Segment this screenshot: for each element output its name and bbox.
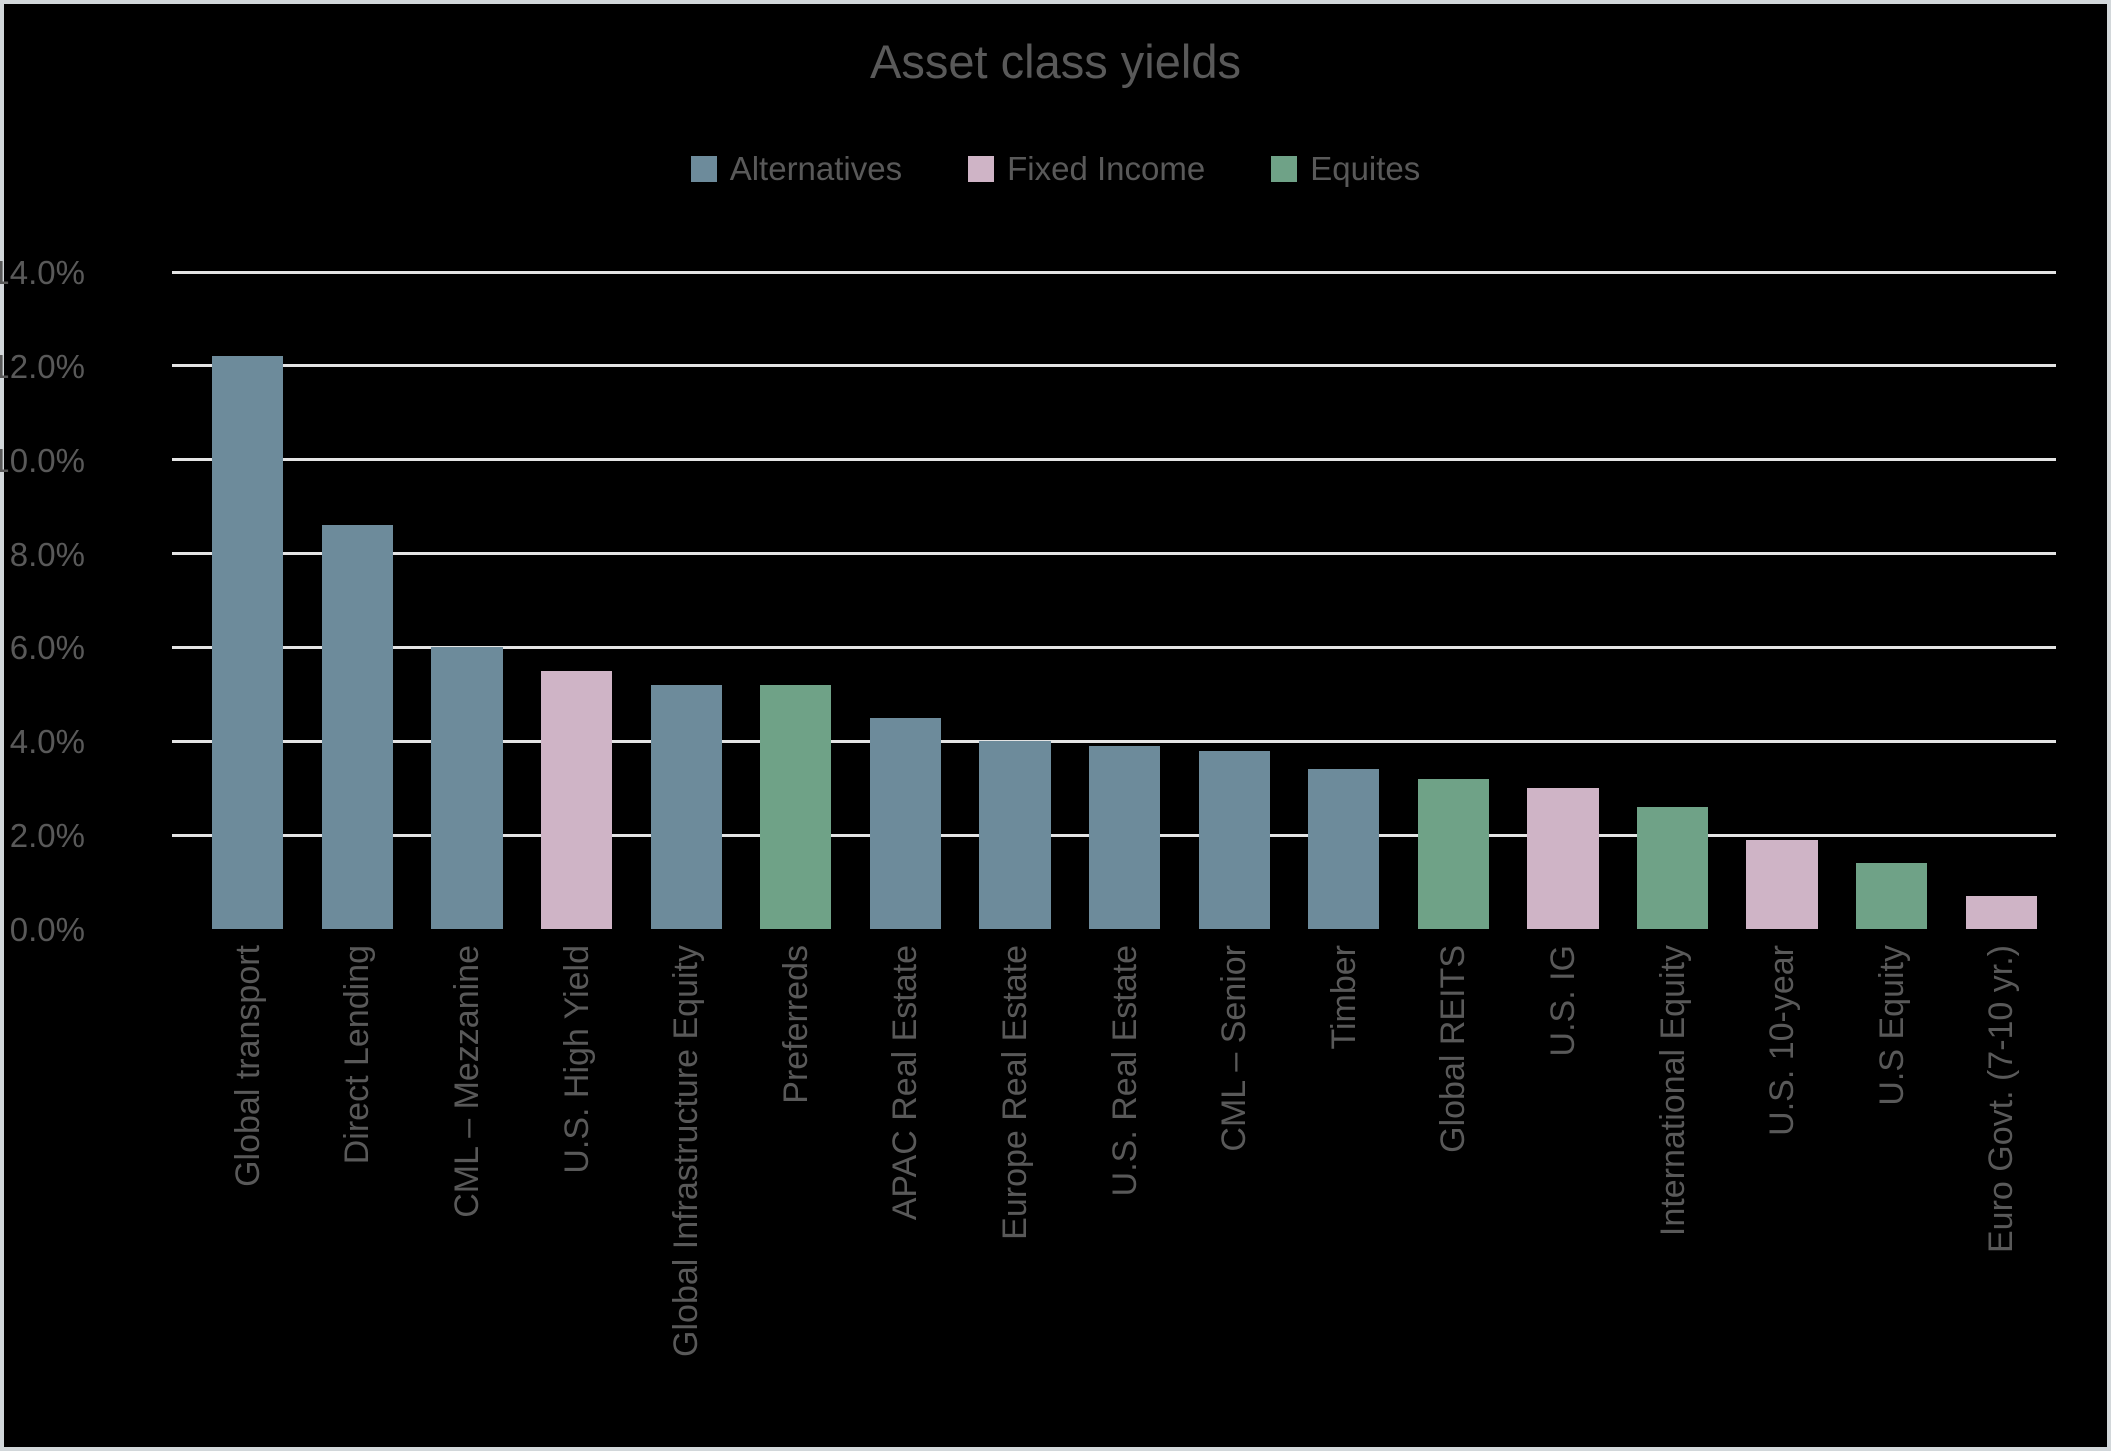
bar-timber [1308,769,1380,929]
x-axis-category-label: U.S Equity [1872,945,1911,1106]
y-axis-tick-label: 14.0% [0,254,85,291]
x-axis-category-label: Preferreds [776,945,815,1104]
x-label-slot: U.S Equity [1837,945,1947,1445]
legend-swatch-icon [690,155,717,182]
y-axis-tick-label: 8.0% [9,535,85,573]
x-label-slot: Global REITS [1399,945,1509,1445]
x-label-slot: U.S. Real Estate [1070,945,1180,1445]
x-label-slot: International Equity [1618,945,1728,1445]
bar-slot [1727,272,1837,929]
bar-apac-real-estate [869,717,941,929]
bar-slot [960,272,1070,929]
bar-cml-mezzanine [431,647,503,929]
bar-u-s-ig [1527,788,1599,929]
bar-slot [412,272,522,929]
y-axis-tick-label: 2.0% [9,817,85,855]
x-label-slot: Direct Lending [303,945,413,1445]
bar-slot [1618,272,1728,929]
gridline-10pct [172,458,2056,462]
x-axis-category-label: Timber [1324,945,1363,1050]
bar-u-s-equity [1856,863,1928,929]
x-axis-category-label: Global Infrastructure Equity [667,945,706,1357]
x-axis-category-label: Euro Govt. (7-10 yr.) [1982,945,2021,1253]
bar-international-equity [1636,807,1709,929]
bar-slot [1399,272,1509,929]
bar-global-infrastructure-equity [650,684,722,929]
y-axis-tick-label: 6.0% [9,629,85,667]
x-axis-category-label: U.S. High Yield [557,945,596,1174]
bar-global-reits [1417,778,1489,929]
x-axis-category-label: Europe Real Estate [995,945,1034,1240]
legend-item-alternatives: Alternatives [690,150,903,187]
x-label-slot: Global Infrastructure Equity [631,945,741,1445]
bar-slot [1289,272,1399,929]
gridline-8pct [172,552,2056,556]
bar-cml-senior [1198,750,1270,929]
x-label-slot: U.S. IG [1508,945,1618,1445]
bar-slot [1179,272,1289,929]
x-label-slot: Europe Real Estate [960,945,1070,1445]
bar-global-transport [212,356,284,929]
legend-label: Fixed Income [1007,150,1206,187]
bar-preferreds [760,684,832,929]
x-label-slot: Preferreds [741,945,851,1445]
legend-label: Equites [1310,150,1421,187]
bar-u-s-10-year [1746,839,1818,929]
x-label-slot: Euro Govt. (7-10 yr.) [1947,945,2057,1445]
bar-slot [1070,272,1180,929]
bar-slot [193,272,303,929]
x-axis-category-label: International Equity [1653,945,1692,1237]
x-axis-category-label: Direct Lending [338,945,377,1165]
bar-direct-lending [321,525,393,929]
bar-europe-real-estate [979,741,1051,929]
legend: Alternatives Fixed Income Equites [0,152,2111,185]
bars-container [193,272,2056,929]
x-label-slot: CML – Mezzanine [412,945,522,1445]
legend-swatch-icon [1271,155,1298,182]
bar-u-s-high-yield [540,670,613,929]
legend-item-fixed_income: Fixed Income [968,152,1205,185]
x-label-slot: U.S. 10-year [1727,945,1837,1445]
legend-label: Alternatives [729,150,903,187]
bar-euro-govt-7-10-yr [1965,896,2037,929]
bar-slot [631,272,741,929]
chart-title: Asset class yields [870,35,1241,88]
x-axis-category-label: Global transport [228,945,267,1187]
x-label-slot: APAC Real Estate [851,945,961,1445]
x-label-slot: U.S. High Yield [522,945,632,1445]
y-axis-tick-label: 0.0% [9,911,85,948]
bar-slot [851,272,961,929]
plot-area: 0.0% 2.0% 4.0% 6.0% 8.0% 10.0% 12.0% 14.0% [0,256,2056,946]
y-axis-tick-label: 12.0% [0,347,85,385]
x-label-slot: Global transport [193,945,303,1445]
x-axis-category-label: U.S. 10-year [1763,945,1802,1136]
bar-slot [741,272,851,929]
y-axis-tick-label: 4.0% [9,723,85,761]
bar-slot [1837,272,1947,929]
gridline-6pct [172,645,2056,649]
bar-slot [522,272,632,929]
bar-u-s-real-estate [1088,745,1161,929]
x-axis-category-label: U.S. Real Estate [1105,945,1144,1197]
x-axis-category-label: APAC Real Estate [886,945,925,1221]
legend-item-equities: Equites [1271,152,1420,185]
legend-swatch-icon [968,155,995,182]
gridline-12pct [172,364,2056,368]
bar-slot [303,272,413,929]
y-axis-tick-label: 10.0% [0,441,85,479]
x-axis-category-label: Global REITS [1434,945,1473,1153]
x-axis-category-label: CML – Mezzanine [447,945,486,1218]
gridline-14pct [172,270,2056,274]
x-axis-labels: Global transport Direct Lending CML – Mezz… [193,945,2056,1445]
x-label-slot: CML – Senior [1179,945,1289,1445]
x-label-slot: Timber [1289,945,1399,1445]
bar-slot [1947,272,2057,929]
x-axis-category-label: CML – Senior [1215,945,1254,1152]
gridline-4pct [172,739,2056,743]
x-axis-category-label: U.S. IG [1543,945,1582,1057]
bar-slot [1508,272,1618,929]
